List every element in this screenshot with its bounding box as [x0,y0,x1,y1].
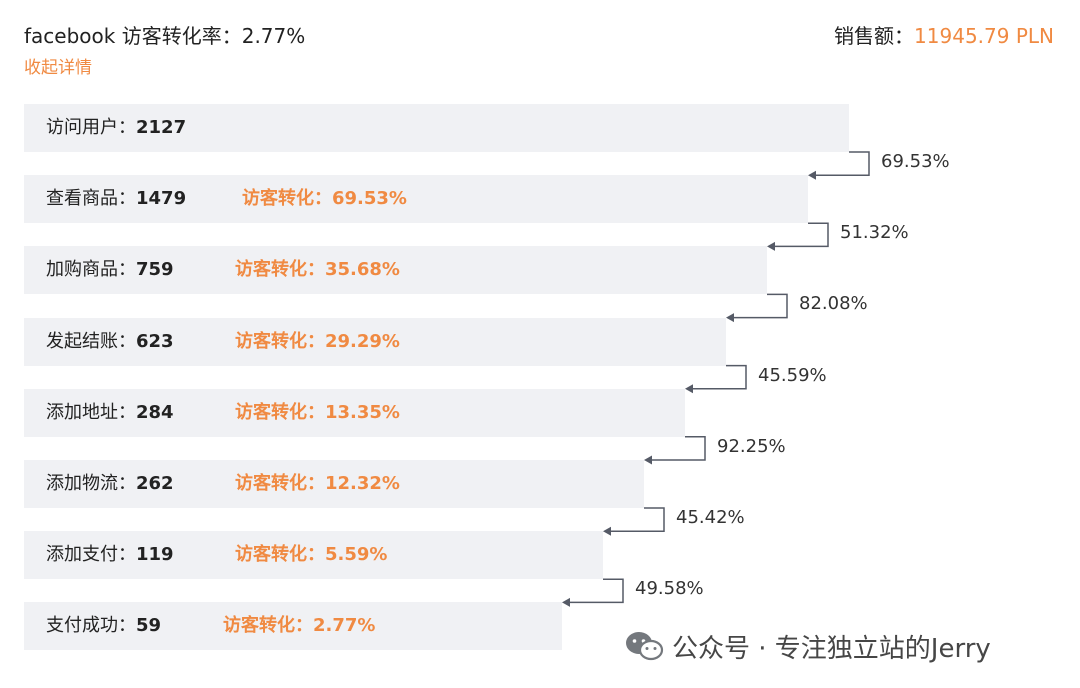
stage-name: 添加物流： [46,473,136,494]
collapse-details-link[interactable]: 收起详情 [24,58,92,78]
stage-count: 59 [136,615,162,637]
step-connector-4 [691,364,747,390]
step-connector-3 [732,293,788,319]
step-arrowhead-6 [603,526,611,536]
stage-count: 1479 [136,188,187,210]
funnel-bar-2: 查看商品：1479 访客转化：69.53% [24,175,808,224]
step-connector-1 [814,151,870,176]
step-arrowhead-1 [808,170,816,180]
step-rate-label: 82.08% [799,293,868,315]
visitor-conversion: 访客转化：12.32% [235,473,400,494]
stage-name: 查看商品： [46,188,136,210]
visitor-conversion: 访客转化：69.53% [242,188,407,210]
stage-name: 支付成功： [46,615,136,637]
visitor-conversion: 访客转化：2.77% [223,615,376,637]
stage-count: 623 [136,330,174,352]
funnel-bar-1: 访问用户：2127 [24,104,849,152]
step-connector-6 [609,507,665,532]
stage-label: 查看商品：1479 [46,175,186,223]
stage-label: 加购商品：759 [46,246,174,294]
step-rate-label: 49.58% [635,578,704,600]
funnel-bar-7: 添加支付：119 访客转化：5.59% [24,531,603,580]
watermark: 公众号 · 专注独立站的Jerry [624,628,991,664]
funnel-bar-8: 支付成功：59 访客转化：2.77% [24,602,562,651]
funnel-bar-5: 添加地址：284 访客转化：13.35% [24,388,685,437]
step-rate-label: 51.32% [840,222,909,244]
funnel-bar-6: 添加物流：262 访客转化：12.32% [24,460,644,508]
step-arrowhead-3 [726,313,734,323]
stage-count: 284 [136,401,174,423]
watermark-text: 公众号 · 专注独立站的Jerry [672,633,991,664]
visitor-conversion: 访客转化：29.29% [235,330,400,352]
conversion-value: 2.77% [241,24,306,48]
stage-label: 发起结账：623 [46,318,174,366]
stage-label: 添加物流：262 [46,460,174,508]
stage-label: 添加地址：284 [46,389,174,437]
step-rate-label: 45.59% [758,364,827,386]
stage-label: 添加支付：119 [46,531,174,579]
stage-label: 访问用户：2127 [46,104,186,152]
stage-name: 发起结账： [46,330,136,352]
step-arrowhead-2 [767,241,775,251]
step-arrowhead-7 [562,597,570,607]
wechat-icon [626,632,664,661]
stage-label: 支付成功：59 [46,602,161,650]
stage-count: 119 [136,544,174,566]
channel-name: facebook [24,24,116,48]
step-connector-5 [650,436,706,461]
step-connector-7 [568,578,624,604]
step-arrowhead-5 [644,455,652,465]
funnel-bar-3: 加购商品：759 访客转化：35.68% [24,246,767,295]
stage-name: 访问用户： [46,117,136,138]
visitor-conversion: 访客转化：13.35% [235,401,400,423]
step-connector-2 [773,222,829,248]
step-rate-label: 69.53% [881,151,950,172]
visitor-conversion: 访客转化：5.59% [235,544,388,566]
step-arrowhead-4 [685,384,693,394]
stage-count: 262 [136,473,174,494]
sales-label: 销售额： [834,24,915,48]
funnel-bar-4: 发起结账：623 访客转化：29.29% [24,317,726,366]
visitor-conversion: 访客转化：35.68% [235,259,400,281]
sales-summary: 销售额：11945.79 PLN [834,20,1054,52]
sales-value: 11945.79 PLN [914,24,1054,48]
stage-name: 添加支付： [46,544,136,566]
stage-count: 759 [136,259,174,281]
step-rate-label: 45.42% [676,507,745,528]
stage-name: 加购商品： [46,259,136,281]
conversion-label: 访客转化率： [121,24,242,48]
channel-conversion-title: facebook 访客转化率：2.77% [24,20,305,52]
step-rate-label: 92.25% [717,435,786,457]
stage-count: 2127 [136,117,187,138]
stage-name: 添加地址： [46,401,136,423]
